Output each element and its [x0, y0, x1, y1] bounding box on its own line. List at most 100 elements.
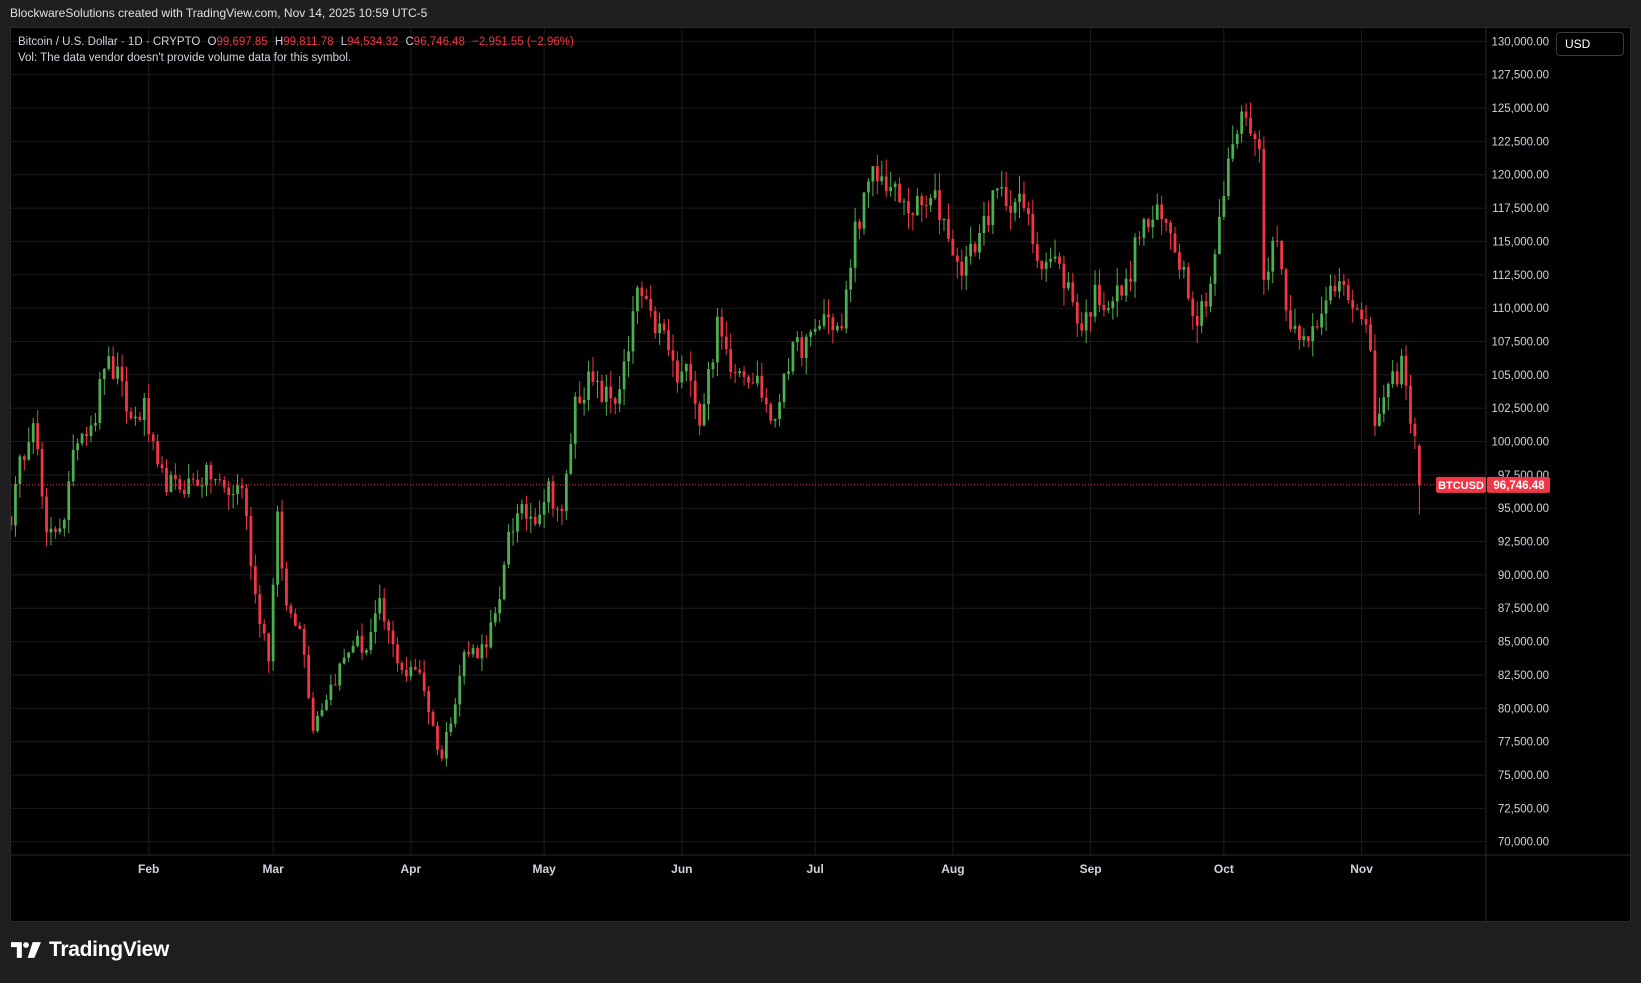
currency-selector[interactable]: USD [1556, 32, 1624, 56]
candle-body [964, 256, 968, 276]
candle-body [1191, 298, 1195, 316]
candle-body [844, 289, 848, 329]
candle-body [560, 508, 564, 512]
candle-body [71, 450, 75, 482]
tradingview-logo-icon [11, 942, 41, 958]
candle-body [471, 648, 475, 655]
x-tick-label: Sep [1080, 862, 1102, 876]
candle-body [18, 456, 22, 484]
candle-body [871, 166, 875, 182]
candle-body [542, 502, 546, 515]
candle-body [329, 684, 333, 701]
candle-body [973, 244, 977, 253]
candle-body [320, 709, 324, 716]
candle-body [111, 356, 115, 379]
candle-body [373, 613, 377, 633]
candle-body [27, 442, 31, 460]
candle-body [191, 478, 195, 480]
candle-body [1364, 319, 1368, 325]
candle-body [649, 298, 653, 311]
candle-body [627, 351, 630, 362]
candle-body [1075, 302, 1079, 324]
symbol-name[interactable]: Bitcoin / U.S. Dollar · 1D · CRYPTO [18, 36, 201, 48]
candle-body [751, 382, 755, 384]
candle-body [98, 379, 102, 423]
candle-body [867, 181, 870, 193]
x-tick-label: Feb [138, 862, 159, 876]
candle-body [631, 311, 635, 352]
candle-body [729, 349, 733, 373]
candle-body [1413, 423, 1417, 437]
tradingview-branding[interactable]: TradingView [11, 938, 169, 962]
candle-body [1124, 278, 1128, 296]
y-tick-label: 105,000.00 [1491, 370, 1549, 382]
candle-body [467, 652, 470, 655]
candle-body [800, 337, 804, 359]
candle-body [1195, 315, 1199, 326]
candle-body [285, 568, 288, 606]
candle-body [1360, 309, 1363, 320]
candle-body [556, 508, 559, 510]
candle-body [187, 478, 191, 495]
chart-frame[interactable]: 70,000.00 72,500.00 75,000.00 77,500.00 80,0… [10, 27, 1632, 923]
candle-body [253, 566, 257, 595]
candle-body [1044, 261, 1048, 269]
candle-body [1133, 237, 1137, 282]
candle-body [658, 323, 662, 334]
candle-body [1293, 325, 1297, 329]
candle-body [1395, 371, 1399, 385]
candle-body [1338, 281, 1341, 292]
candle-body [520, 503, 524, 514]
y-tick-label: 77,500.00 [1498, 737, 1549, 749]
y-tick-label: 72,500.00 [1498, 803, 1549, 815]
candle-body [827, 314, 830, 318]
candle-body [36, 423, 40, 449]
low-value: 94,534.32 [347, 36, 399, 48]
x-tick-label: Oct [1214, 862, 1234, 876]
candle-body [1182, 266, 1186, 270]
candle-body [365, 650, 368, 653]
y-tick-label: 87,500.00 [1498, 603, 1549, 615]
candle-body [1244, 111, 1248, 118]
candle-body [911, 213, 915, 216]
candle-body [1027, 207, 1030, 214]
candle-body [245, 488, 248, 517]
x-tick-label: Nov [1350, 862, 1373, 876]
candle-body [1302, 336, 1306, 341]
candle-body [733, 372, 737, 374]
candle-body [1040, 260, 1044, 269]
candlestick-chart[interactable]: 70,000.00 72,500.00 75,000.00 77,500.00 80,0… [11, 28, 1632, 923]
candle-body [938, 190, 941, 221]
candle-body [174, 475, 177, 480]
candle-body [1226, 158, 1230, 196]
candle-body [54, 528, 57, 532]
candle-body [58, 528, 62, 532]
candle-body [689, 363, 693, 381]
x-tick-label: Jul [806, 862, 823, 876]
candle-body [107, 356, 111, 369]
candle-body [218, 479, 222, 481]
candle-body [760, 375, 764, 398]
candle-body [596, 380, 599, 382]
candle-body [1013, 201, 1017, 213]
candle-body [347, 652, 351, 658]
candle-body [667, 330, 670, 351]
candle-body [702, 404, 706, 426]
ohlc-line: Bitcoin / U.S. Dollar · 1D · CRYPTO O99,… [18, 34, 574, 50]
candle-body [804, 336, 808, 359]
last-price-box [1487, 476, 1550, 493]
candle-body [955, 255, 959, 262]
y-tick-label: 130,000.00 [1491, 36, 1549, 48]
candle-body [249, 516, 253, 567]
candle-body [213, 479, 217, 481]
candle-body [1306, 336, 1310, 342]
candle-body [1400, 355, 1403, 385]
candle-body [80, 433, 84, 444]
candle-body [293, 613, 297, 626]
candle-body [933, 190, 937, 199]
y-tick-label: 100,000.00 [1491, 437, 1549, 449]
candle-body [1031, 213, 1035, 245]
candle-body [1062, 263, 1066, 289]
y-tick-label: 70,000.00 [1498, 837, 1549, 849]
candle-body [1342, 281, 1346, 286]
